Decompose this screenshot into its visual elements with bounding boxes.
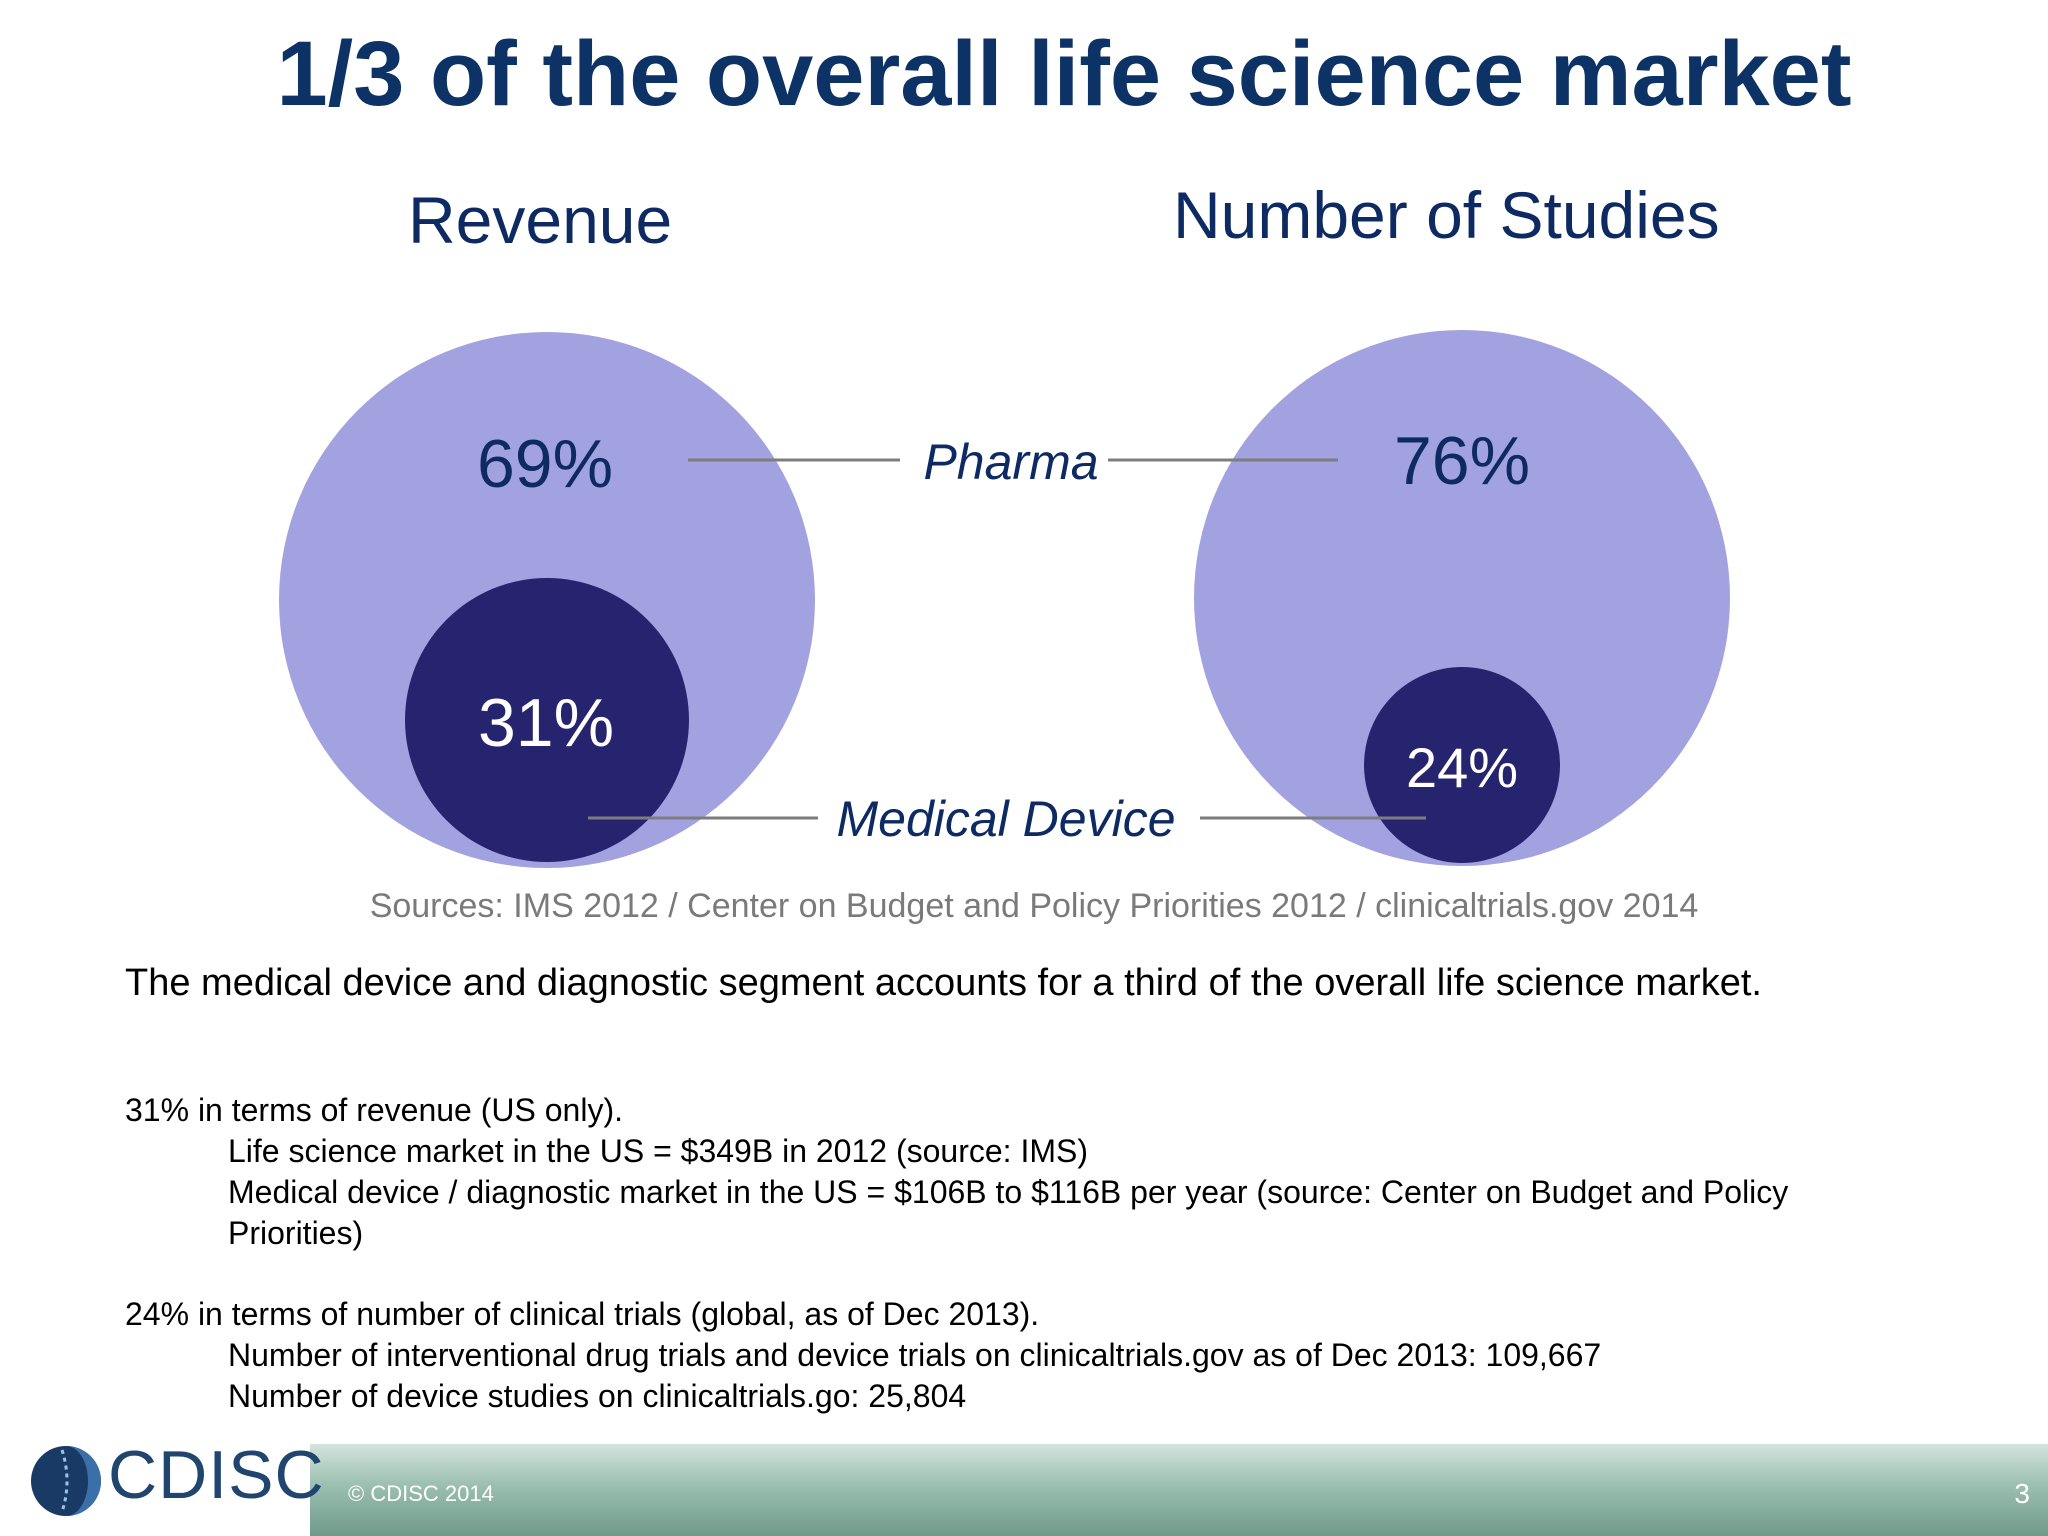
summary-text: The medical device and diagnostic segmen…: [125, 962, 1762, 1004]
studies-heading: Number of Studies: [1173, 178, 1720, 252]
logo-text: CDISC: [108, 1437, 325, 1513]
revenue-pharma-label: 69%: [477, 426, 613, 502]
trials-lead: 24% in terms of number of clinical trial…: [125, 1296, 1040, 1332]
studies-pharma-label: 76%: [1394, 423, 1530, 499]
pharma-callout: Pharma: [923, 434, 1098, 490]
revenue-device-label: 31%: [478, 685, 614, 761]
revenue-line: Medical device / diagnostic market in th…: [228, 1174, 1789, 1210]
revenue-lead: 31% in terms of revenue (US only).: [125, 1092, 623, 1128]
cdisc-logo-icon: [31, 1446, 101, 1516]
revenue-heading: Revenue: [408, 183, 673, 257]
footer-bar: [310, 1444, 2048, 1536]
page-title: 1/3 of the overall life science market: [276, 23, 1852, 125]
trials-line: Number of interventional drug trials and…: [228, 1337, 1602, 1373]
copyright-text: © CDISC 2014: [348, 1481, 494, 1506]
revenue-line: Priorities): [228, 1215, 364, 1251]
revenue-line: Life science market in the US = $349B in…: [228, 1133, 1088, 1169]
device-callout: Medical Device: [836, 791, 1175, 847]
page-number: 3: [2014, 1478, 2030, 1509]
studies-device-label: 24%: [1406, 736, 1518, 799]
revenue-device-circle: [405, 578, 689, 862]
sources-note: Sources: IMS 2012 / Center on Budget and…: [369, 887, 1699, 925]
market-share-diagram: 69% 31% 76% 24% Pharma Medical Device: [279, 330, 1730, 868]
studies-device-circle: [1364, 667, 1560, 863]
studies-pharma-circle: [1194, 330, 1730, 866]
trials-line: Number of device studies on clinicaltria…: [228, 1378, 967, 1414]
